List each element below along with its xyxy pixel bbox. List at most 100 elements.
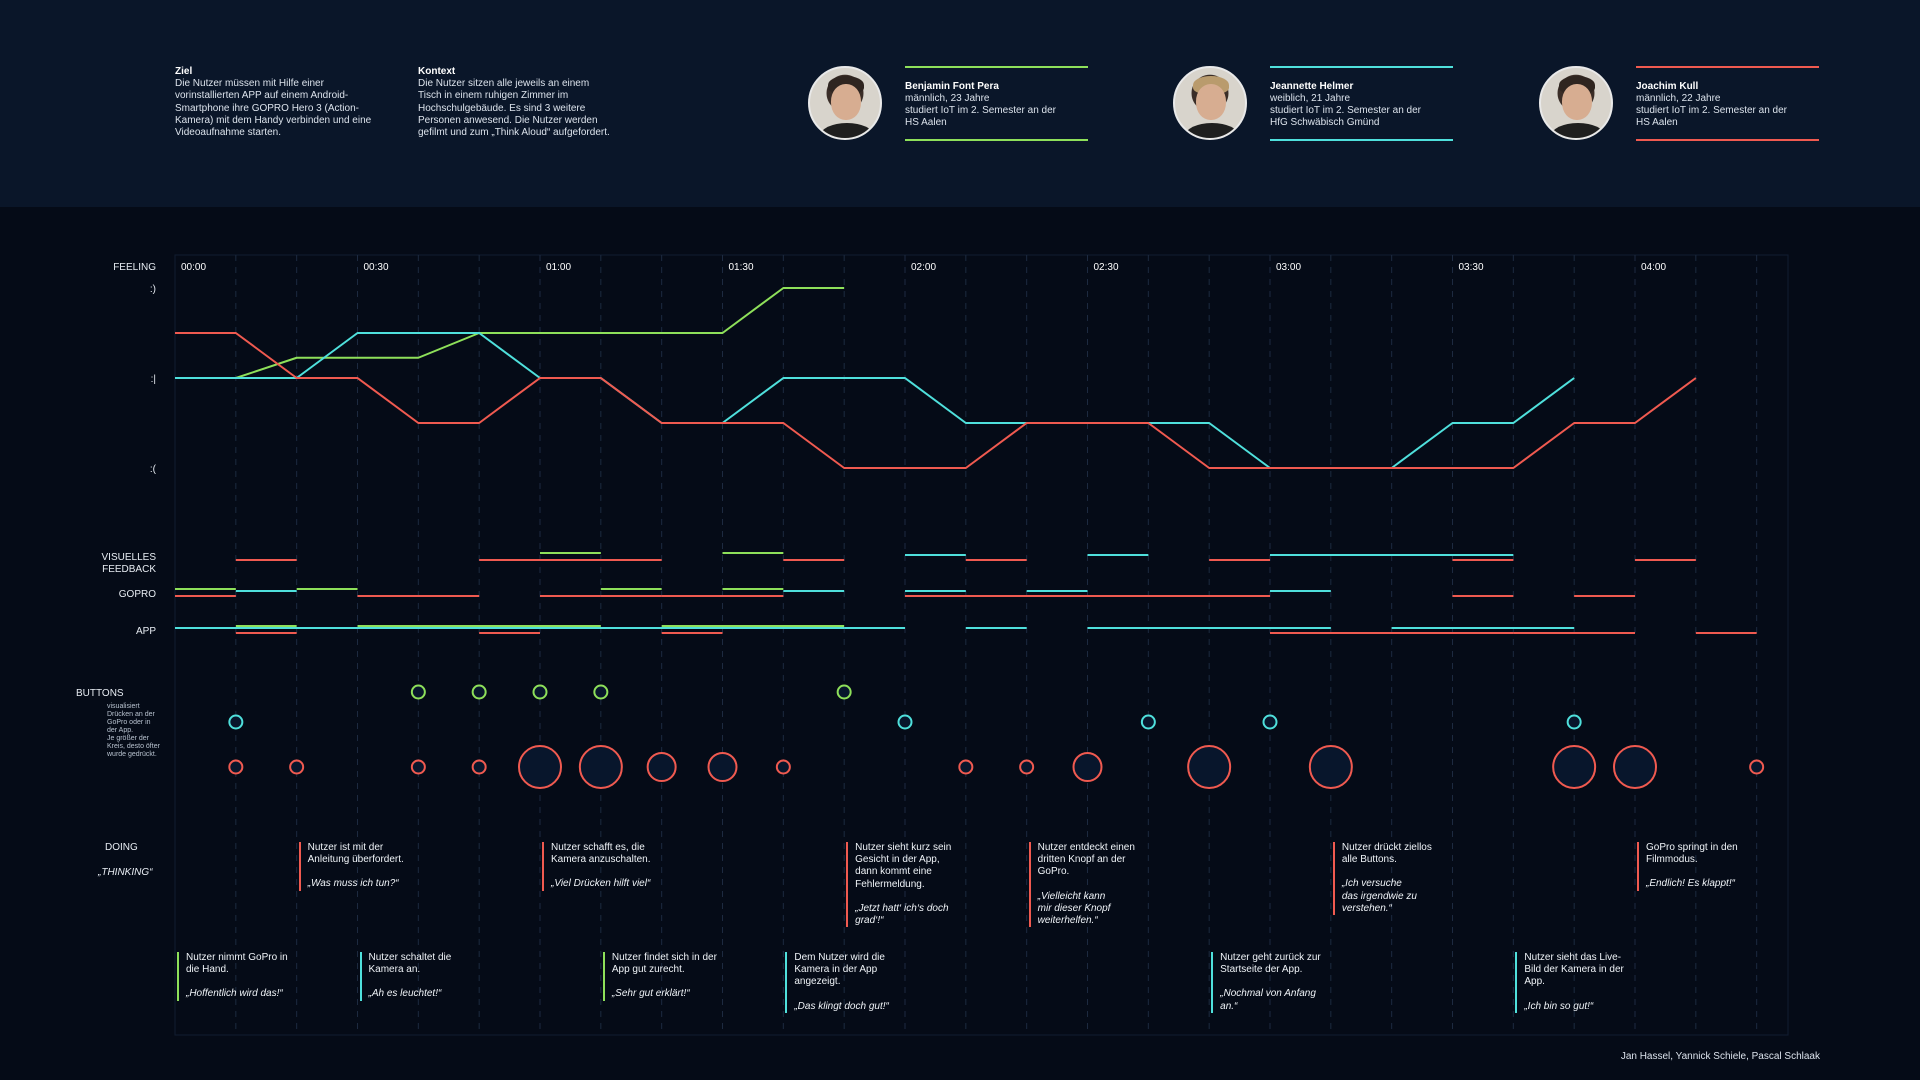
note-thinking-quote: „Das klingt doch gut!“ [794, 1000, 889, 1012]
thinking-label: „THINKING“ [98, 867, 153, 878]
persona-name: Joachim Kull [1636, 81, 1699, 92]
note-doing-text: Nutzer entdeckt einen dritten Knopf an d… [1037, 842, 1135, 878]
button-press-circle [1187, 745, 1232, 789]
journey-note: Nutzer schaltet die Kamera an. „Ah es leu… [359, 952, 509, 1001]
feeling-happy-label: :) [149, 284, 156, 295]
button-press-circle [775, 759, 791, 775]
button-press-circle [1613, 745, 1657, 789]
feeling-label: FEELING [113, 262, 156, 273]
goal-text: Die Nutzer müssen mit Hilfe einer vorins… [175, 78, 372, 139]
button-press-circle [1308, 745, 1353, 789]
journey-note: Nutzer geht zurück zur Startseite der Ap… [1211, 952, 1360, 1013]
footer-credit: Jan Hassel, Yannick Schiele, Pascal Schl… [1620, 1051, 1820, 1062]
time-tick: 03:30 [1458, 262, 1484, 273]
avatar [808, 66, 882, 140]
button-press-circle [707, 752, 738, 782]
journey-note: Nutzer ist mit der Anleitung überfordert… [298, 842, 448, 891]
journey-note: Nutzer nimmt GoPro in die Hand. „Hoffentl… [177, 952, 326, 1001]
time-tick: 02:00 [911, 262, 937, 273]
gopro-label: GOPRO [118, 589, 156, 600]
note-doing-text: Nutzer drückt ziellos alle Buttons. [1341, 842, 1432, 866]
note-thinking-quote: „Ich versuche das irgendwie zu verstehen… [1341, 878, 1417, 914]
time-tick: 01:30 [728, 262, 754, 273]
button-press-circle [646, 752, 677, 782]
persona-card-benjamin: Benjamin Font Pera männlich, 23 Jahre st… [808, 66, 1178, 146]
persona-description: männlich, 22 Jahre studiert IoT im 2. Se… [1636, 93, 1787, 129]
note-doing-text: Nutzer schafft es, die Kamera anzuschalt… [551, 842, 651, 866]
button-press-circle [958, 759, 974, 775]
button-press-circle [1749, 759, 1765, 775]
time-tick: 00:30 [363, 262, 389, 273]
visual-feedback-label: VISUELLES FEEDBACK [101, 552, 156, 575]
time-tick: 01:00 [546, 262, 572, 273]
button-press-circle [593, 684, 609, 700]
button-press-circle [289, 759, 305, 775]
persona-color-line [1270, 139, 1453, 141]
time-tick: 00:00 [181, 262, 207, 273]
doing-label: DOING [105, 842, 138, 853]
button-press-circle [228, 714, 244, 730]
buttons-explanation: visualisiert Drücken an der GoPro oder i… [107, 703, 160, 758]
button-press-circle [836, 684, 852, 700]
context-text: Die Nutzer sitzen alle jeweils an einem … [418, 78, 610, 139]
feeling-line [175, 287, 845, 379]
note-doing-text: Dem Nutzer wird die Kamera in der App an… [794, 952, 885, 988]
persona-color-line [1636, 66, 1819, 68]
note-doing-text: Nutzer schaltet die Kamera an. [368, 952, 452, 976]
note-thinking-quote: „Nochmal von Anfang an.“ [1220, 988, 1316, 1012]
journey-note: Nutzer drückt ziellos alle Buttons. „Ich … [1332, 842, 1482, 916]
button-press-circle [228, 759, 244, 775]
time-tick: 03:00 [1276, 262, 1302, 273]
note-doing-text: Nutzer ist mit der Anleitung überfordert… [307, 842, 404, 866]
goal-title: Ziel [175, 66, 193, 77]
context-block: Kontext Die Nutzer sitzen alle jeweils a… [418, 66, 633, 139]
persona-name: Jeannette Helmer [1270, 81, 1354, 92]
persona-name: Benjamin Font Pera [905, 81, 999, 92]
journey-note: Nutzer sieht das Live- Bild der Kamera i… [1515, 952, 1664, 1013]
note-thinking-quote: „Ah es leuchtet!“ [368, 988, 442, 1000]
note-thinking-quote: „Viel Drücken hilft viel“ [551, 878, 651, 890]
note-thinking-quote: „Sehr gut erklärt!“ [611, 988, 690, 1000]
button-press-circle [471, 759, 487, 775]
avatar [1173, 66, 1247, 140]
button-press-circle [1072, 752, 1103, 782]
journey-note: Nutzer schafft es, die Kamera anzuschalt… [542, 842, 691, 891]
note-thinking-quote: „Hoffentlich wird das!“ [186, 988, 283, 1000]
goal-block: Ziel Die Nutzer müssen mit Hilfe einer v… [175, 66, 390, 139]
note-doing-text: Nutzer geht zurück zur Startseite der Ap… [1220, 952, 1321, 976]
button-press-circle [1262, 714, 1278, 730]
button-press-circle [518, 745, 562, 789]
button-press-circle [1019, 759, 1035, 775]
feeling-line [175, 332, 1697, 469]
button-press-circle [410, 759, 426, 775]
persona-description: männlich, 23 Jahre studiert IoT im 2. Se… [905, 93, 1056, 129]
note-thinking-quote: „Vielleicht kann mir dieser Knopf weiter… [1037, 890, 1111, 927]
journey-note: GoPro springt in den Filmmodus. „Endlich!… [1637, 842, 1786, 891]
persona-color-line [1270, 66, 1453, 68]
persona-color-line [905, 66, 1088, 68]
note-thinking-quote: „Was muss ich tun?“ [307, 878, 399, 890]
feeling-sad-label: :( [149, 464, 156, 475]
button-press-circle [897, 714, 913, 730]
button-press-circle [1552, 745, 1597, 789]
buttons-label: BUTTONS [76, 688, 124, 699]
note-thinking-quote: „Ich bin so gut!“ [1524, 1000, 1594, 1012]
timeline-frame [174, 254, 1789, 1036]
note-thinking-quote: „Endlich! Es klappt!“ [1646, 878, 1735, 890]
context-title: Kontext [418, 66, 456, 77]
note-doing-text: Nutzer nimmt GoPro in die Hand. [186, 952, 288, 976]
persona-card-jeannette: Jeannette Helmer weiblich, 21 Jahre stud… [1173, 66, 1543, 146]
note-doing-text: Nutzer sieht kurz sein Gesicht in der Ap… [855, 842, 952, 890]
app-label: APP [135, 626, 156, 637]
button-press-circle [578, 745, 623, 789]
persona-color-line [1636, 139, 1819, 141]
journey-note: Nutzer entdeckt einen dritten Knopf an d… [1028, 842, 1178, 928]
time-tick: 04:00 [1641, 262, 1667, 273]
time-tick: 02:30 [1093, 262, 1119, 273]
note-doing-text: Nutzer sieht das Live- Bild der Kamera i… [1524, 952, 1624, 988]
button-press-circle [471, 684, 487, 700]
journey-note: Nutzer sieht kurz sein Gesicht in der Ap… [846, 842, 995, 928]
feeling-line [175, 332, 1575, 469]
button-press-circle [410, 684, 426, 700]
